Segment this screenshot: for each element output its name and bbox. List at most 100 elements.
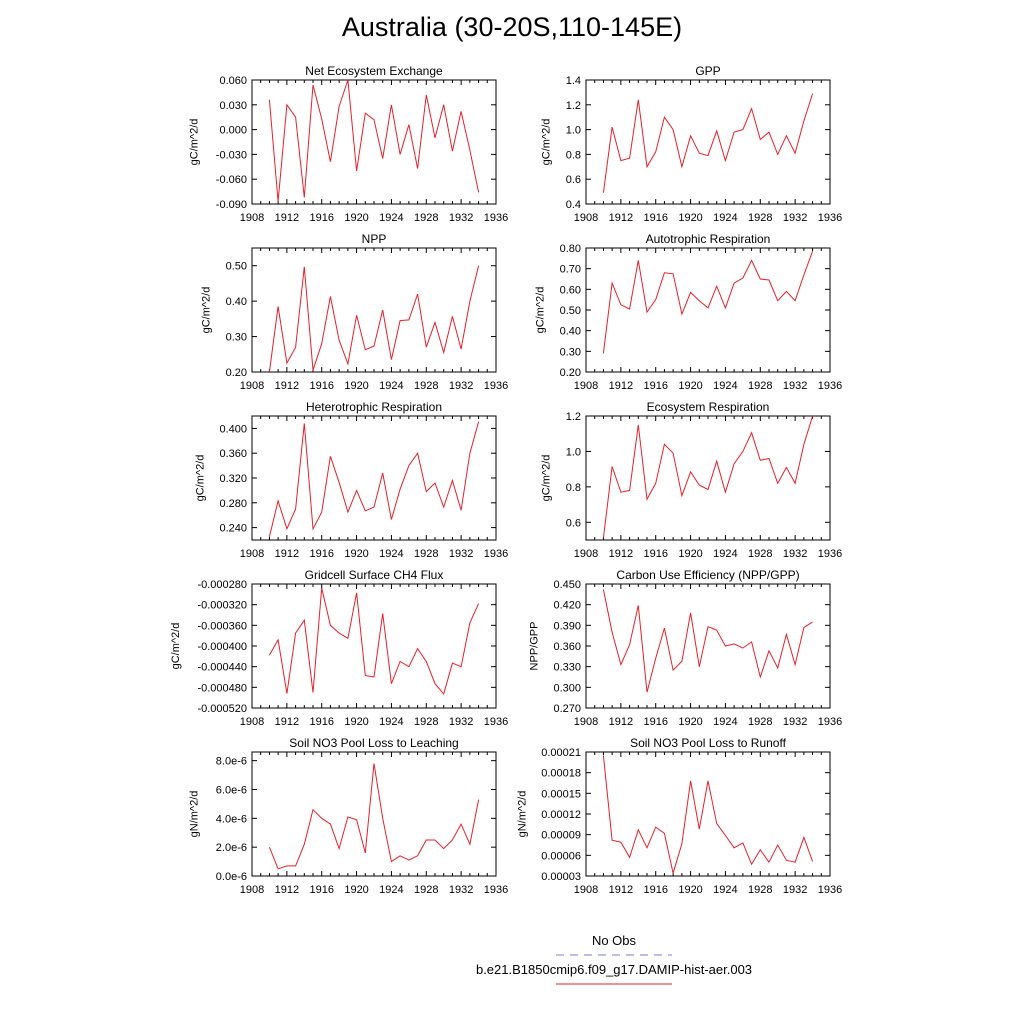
x-tick-label: 1920 — [678, 212, 702, 224]
x-tick-label: 1912 — [609, 212, 633, 224]
y-tick-label: 0.40 — [226, 296, 247, 308]
y-tick-label: 0.060 — [219, 75, 247, 87]
y-tick-label: 8.0e-6 — [216, 756, 247, 768]
y-tick-label: 0.8 — [566, 149, 581, 161]
y-tick-label: 0.40 — [560, 326, 581, 338]
x-tick-label: 1936 — [484, 716, 508, 728]
y-tick-label: 0.30 — [560, 346, 581, 358]
x-tick-label: 1908 — [574, 380, 598, 392]
y-tick-label: 1.0 — [566, 446, 581, 458]
x-tick-label: 1936 — [818, 212, 842, 224]
y-axis-label: gN/m^2/d — [188, 791, 200, 838]
series-line — [602, 589, 813, 693]
x-tick-label: 1920 — [344, 380, 368, 392]
y-tick-label: -0.000320 — [197, 600, 247, 612]
x-tick-label: 1928 — [414, 380, 438, 392]
x-tick-label: 1908 — [240, 548, 264, 560]
x-tick-label: 1932 — [449, 884, 473, 896]
panel-title: GPP — [695, 64, 720, 78]
x-tick-label: 1932 — [449, 548, 473, 560]
x-tick-label: 1912 — [275, 548, 299, 560]
x-tick-label: 1924 — [379, 548, 403, 560]
x-tick-label: 1912 — [275, 212, 299, 224]
plot-frame — [585, 583, 831, 709]
x-tick-label: 1928 — [414, 716, 438, 728]
y-axis-label: NPP/GPP — [529, 622, 541, 671]
x-tick-label: 1924 — [713, 548, 737, 560]
y-tick-label: 0.00021 — [541, 747, 581, 759]
panel-title: Ecosystem Respiration — [647, 400, 770, 414]
x-tick-label: 1924 — [379, 380, 403, 392]
x-tick-label: 1908 — [574, 212, 598, 224]
panel-title: Net Ecosystem Exchange — [305, 64, 443, 78]
main-title: Australia (30-20S,110-145E) — [341, 12, 683, 42]
x-tick-label: 1908 — [240, 380, 264, 392]
panel-10: Soil NO3 Pool Loss to Runoff 1908 1912 1916… — [516, 736, 842, 896]
series-line — [602, 755, 814, 874]
y-tick-label: 0.450 — [553, 579, 581, 591]
series-line — [268, 265, 480, 373]
y-tick-label: 0.20 — [560, 367, 581, 379]
y-tick-label: 1.4 — [566, 75, 581, 87]
x-tick-label: 1928 — [414, 548, 438, 560]
panel-4: Autotrophic Respiration 1908 1912 1916 1920 1… — [535, 232, 843, 392]
series-line — [268, 421, 480, 538]
x-tick-label: 1908 — [574, 716, 598, 728]
x-tick-label: 1932 — [783, 716, 807, 728]
y-axis-label: gC/m^2/d — [535, 287, 547, 334]
y-axis-label: gC/m^2/d — [541, 455, 553, 502]
x-tick-label: 1916 — [643, 212, 667, 224]
y-tick-label: 0.240 — [219, 523, 247, 535]
x-tick-label: 1912 — [609, 884, 633, 896]
y-tick-label: 0.0e-6 — [216, 871, 247, 883]
x-tick-label: 1924 — [713, 884, 737, 896]
legend-obs-label: No Obs — [591, 933, 637, 948]
x-tick-label: 1912 — [609, 716, 633, 728]
y-tick-label: 0.000 — [219, 125, 247, 137]
y-tick-label: 0.300 — [553, 682, 581, 694]
x-tick-label: 1924 — [379, 716, 403, 728]
x-tick-label: 1916 — [643, 548, 667, 560]
x-tick-label: 1912 — [275, 380, 299, 392]
y-tick-label: 0.60 — [560, 284, 581, 296]
x-tick-label: 1936 — [818, 884, 842, 896]
x-tick-label: 1928 — [748, 212, 772, 224]
legend-model-label: b.e21.B1850cmip6.f09_g17.DAMIP-hist-aer.… — [475, 962, 753, 977]
y-tick-label: 0.270 — [553, 703, 581, 715]
x-tick-label: 1920 — [344, 884, 368, 896]
x-tick-label: 1932 — [449, 212, 473, 224]
x-tick-label: 1936 — [818, 716, 842, 728]
x-tick-label: 1908 — [240, 884, 264, 896]
panel-3: NPP 1908 1912 1916 1920 1924 1928 1932 1936 0.20 0… — [201, 232, 509, 392]
plot-frame — [251, 751, 497, 877]
x-tick-label: 1916 — [309, 212, 333, 224]
x-tick-label: 1916 — [309, 548, 333, 560]
x-tick-label: 1920 — [344, 212, 368, 224]
y-axis-label: gC/m^2/d — [201, 287, 213, 334]
x-tick-label: 1928 — [414, 884, 438, 896]
x-tick-label: 1928 — [748, 548, 772, 560]
y-tick-label: 4.0e-6 — [216, 813, 247, 825]
y-tick-label: 0.6 — [566, 174, 581, 186]
y-axis-label: gC/m^2/d — [170, 623, 182, 670]
series-line — [268, 763, 480, 870]
y-tick-label: 0.330 — [553, 662, 581, 674]
series-line — [268, 587, 480, 696]
x-tick-label: 1908 — [574, 548, 598, 560]
y-axis-label: gN/m^2/d — [516, 791, 528, 838]
y-tick-label: -0.090 — [216, 199, 247, 211]
y-axis-label: gC/m^2/d — [188, 119, 200, 166]
panel-title: Soil NO3 Pool Loss to Runoff — [630, 736, 787, 750]
y-tick-label: 0.280 — [219, 498, 247, 510]
x-tick-label: 1928 — [748, 716, 772, 728]
x-tick-label: 1912 — [609, 548, 633, 560]
y-tick-label: 0.360 — [219, 448, 247, 460]
x-tick-label: 1912 — [275, 716, 299, 728]
plot-frame — [585, 79, 831, 205]
y-tick-label: 0.320 — [219, 473, 247, 485]
plot-frame — [585, 415, 831, 541]
x-tick-label: 1916 — [309, 380, 333, 392]
x-tick-label: 1916 — [309, 884, 333, 896]
y-tick-label: 0.6 — [566, 517, 581, 529]
